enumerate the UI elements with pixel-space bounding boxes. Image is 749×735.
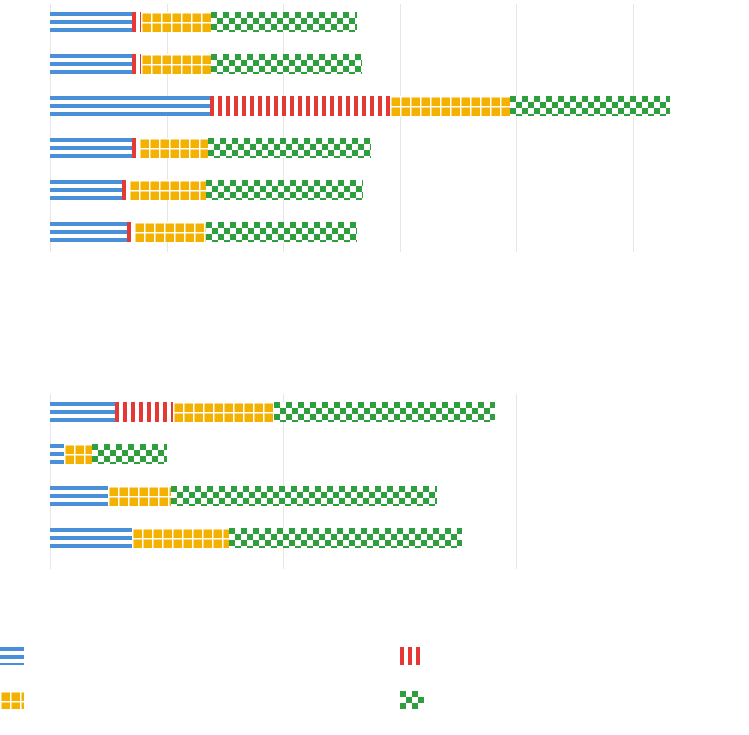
bar-segment-blue — [50, 180, 122, 200]
legend — [0, 647, 749, 735]
page: { "colors": { "blue": "#4a90d9", "red": … — [0, 0, 749, 719]
bar-segment-blue — [50, 222, 127, 242]
bar-segment-green — [510, 96, 670, 116]
bar-segment-green — [211, 54, 362, 74]
bar-segment-yellow — [141, 54, 211, 74]
legend-item-red — [400, 647, 749, 665]
bar-segment-yellow — [139, 138, 209, 158]
bar-row — [50, 486, 437, 506]
gridline — [167, 4, 168, 252]
bar-segment-yellow — [134, 222, 206, 242]
bar-segment-red — [132, 12, 141, 32]
bar-segment-blue — [50, 96, 210, 116]
bar-segment-yellow — [173, 402, 273, 422]
bar-row — [50, 180, 363, 200]
bar-segment-green — [208, 138, 371, 158]
bar-segment-blue — [50, 402, 115, 422]
bar-segment-yellow — [141, 12, 211, 32]
bar-segment-green — [206, 180, 363, 200]
bar-segment-blue — [50, 54, 132, 74]
bar-segment-yellow — [129, 180, 206, 200]
bar-segment-red — [127, 222, 134, 242]
gridline — [50, 4, 51, 252]
gridline — [516, 394, 517, 569]
bar-row — [50, 528, 462, 548]
bar-segment-green — [211, 12, 357, 32]
gridline — [283, 4, 284, 252]
bar-segment-yellow — [64, 444, 92, 464]
bar-row — [50, 444, 166, 464]
legend-item-green — [400, 691, 749, 709]
legend-swatch-red — [400, 647, 424, 665]
bar-segment-green — [206, 222, 357, 242]
legend-item-blue — [0, 647, 400, 665]
bar-segment-red — [115, 402, 173, 422]
bar-segment-red — [132, 138, 139, 158]
bar-segment-blue — [50, 486, 108, 506]
bar-row — [50, 138, 372, 158]
gridline — [400, 4, 401, 252]
bar-segment-blue — [50, 528, 132, 548]
top-stacked-bar-chart — [50, 4, 749, 252]
bar-segment-green — [92, 444, 167, 464]
legend-swatch-blue — [0, 647, 24, 665]
bar-segment-green — [274, 402, 495, 422]
bar-row — [50, 222, 358, 242]
gridline — [516, 4, 517, 252]
legend-swatch-green — [400, 691, 424, 709]
bar-segment-blue — [50, 12, 132, 32]
bar-segment-blue — [50, 138, 132, 158]
bar-row — [50, 12, 356, 32]
bottom-stacked-bar-chart — [50, 394, 749, 569]
bar-segment-red — [122, 180, 129, 200]
bar-segment-blue — [50, 444, 64, 464]
legend-swatch-yellow — [0, 691, 24, 709]
bar-segment-green — [229, 528, 462, 548]
legend-row — [0, 691, 749, 709]
legend-item-yellow — [0, 691, 400, 709]
bar-row — [50, 96, 670, 116]
legend-row — [0, 647, 749, 665]
bar-segment-yellow — [132, 528, 230, 548]
gridline — [633, 4, 634, 252]
bar-segment-red — [132, 54, 141, 74]
bar-segment-green — [171, 486, 437, 506]
bar-row — [50, 402, 495, 422]
bar-segment-yellow — [108, 486, 171, 506]
bar-segment-red — [210, 96, 391, 116]
bar-row — [50, 54, 362, 74]
gridlines — [50, 4, 749, 252]
bar-segment-yellow — [390, 96, 510, 116]
